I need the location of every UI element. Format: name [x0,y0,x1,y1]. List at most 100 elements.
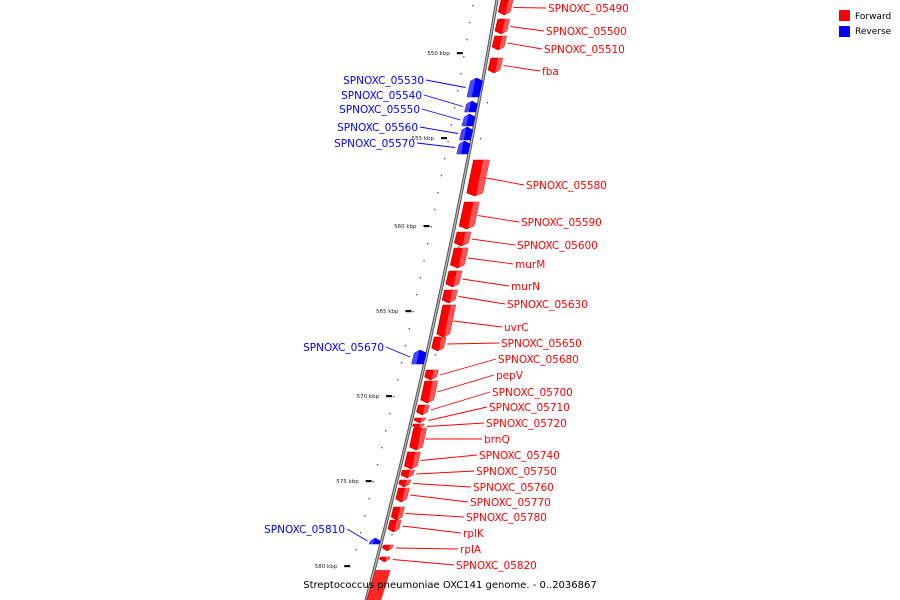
gene-spnoxc_05630[interactable] [441,289,458,304]
gene-spnoxc_05780[interactable] [390,506,405,521]
gene-label[interactable]: rplK [463,528,485,540]
leader-line [430,391,491,411]
leader-line [471,238,516,246]
gene-label[interactable]: SPNOXC_05650 [501,338,582,350]
major-tick [423,225,430,228]
gene-spnoxc_05770[interactable] [395,487,410,503]
legend-label-reverse: Reverse [855,27,892,37]
gene-spnoxc_05820[interactable] [378,556,391,563]
gene-spnoxc_05550[interactable] [461,113,476,127]
gene-label[interactable]: murN [511,281,540,293]
gene-rplk[interactable] [387,519,402,533]
minor-dot [427,243,429,245]
gene-spnoxc_05740[interactable] [404,451,421,470]
gene-spnoxc_05760[interactable] [398,479,412,488]
tick-label: 565 kbp [376,309,399,315]
gene-spnoxc_05560[interactable] [459,126,474,141]
tick-label: 570 kbp [357,394,380,400]
gene-label[interactable]: SPNOXC_05760 [473,482,554,494]
gene-brnq[interactable] [409,427,427,451]
gene-label[interactable]: fba [542,66,559,78]
leader-line [467,257,514,265]
gene-spnoxc_05570[interactable] [456,140,471,155]
gene-label[interactable]: pepV [496,370,524,382]
legend-label-forward: Forward [855,12,891,22]
gene-shade [431,370,439,379]
gene-shade [411,351,420,364]
gene-label[interactable]: SPNOXC_05670 [303,342,384,354]
gene-label[interactable]: SPNOXC_05710 [489,402,570,414]
minor-dot [397,379,399,381]
gene-spnoxc_05650[interactable] [431,336,447,352]
tick-label: 580 kbp [315,564,338,570]
gene-spnoxc_05510[interactable] [491,35,508,51]
gene-spnoxc_05680[interactable] [424,369,439,381]
tick-label: 555 kbp [412,136,435,142]
gene-label[interactable]: SPNOXC_05510 [544,44,625,56]
gene-spnoxc_05750[interactable] [400,469,415,479]
gene-spnoxc_05540[interactable] [464,100,478,113]
gene-label[interactable]: SPNOXC_05560 [337,122,418,134]
gene-label[interactable]: murM [515,259,545,271]
gene-shade [468,202,480,228]
leader-line [416,142,456,148]
gene-label[interactable]: SPNOXC_05680 [498,354,579,366]
gene-spnoxc_05600[interactable] [454,231,472,247]
gene-spnoxc_05810[interactable] [368,537,381,545]
gene-label[interactable]: SPNOXC_05810 [264,524,345,536]
gene-murm[interactable] [450,247,469,269]
gene-shade [417,428,427,449]
gene-label[interactable]: rplA [460,544,482,556]
gene-label[interactable]: SPNOXC_05590 [521,217,602,229]
gene-label[interactable]: SPNOXC_05740 [479,450,560,462]
gene-label[interactable]: SPNOXC_05570 [334,138,415,150]
gene-label[interactable]: SPNOXC_05600 [517,240,598,252]
gene-spnoxc_05670[interactable] [411,349,427,365]
major-tick [386,395,393,398]
gene-label[interactable]: SPNOXC_05500 [546,26,627,38]
gene-shade [462,232,471,245]
gene-label[interactable]: SPNOXC_05770 [470,497,551,509]
gene-spnoxc_05590[interactable] [458,201,480,230]
gene-label[interactable]: SPNOXC_05490 [548,3,629,15]
gene-spnoxc_05710[interactable] [413,417,427,424]
gene-label[interactable]: SPNOXC_05550 [339,104,420,116]
minor-dot [457,90,459,92]
gene-spnoxc_05530[interactable] [466,77,483,98]
gene-label[interactable]: SPNOXC_05780 [466,512,547,524]
gene-label[interactable]: SPNOXC_05580 [526,180,607,192]
gene-shade [408,470,415,477]
gene-label[interactable]: SPNOXC_05820 [456,560,537,572]
gene-label[interactable]: SPNOXC_05700 [492,387,573,399]
gene-fba[interactable] [487,57,504,74]
leader-line [385,346,411,358]
minor-dot [381,447,383,449]
gene-label[interactable]: SPNOXC_05540 [341,90,422,102]
minor-dot [372,481,374,483]
gene-spnoxc_05490[interactable] [497,0,514,16]
major-tick [441,137,447,140]
minor-dot [391,534,393,536]
gene-shade [495,58,503,72]
gene-label[interactable]: SPNOXC_05750 [476,466,557,478]
gene-spnoxc_05720[interactable] [412,423,425,430]
gene-label[interactable]: uvrC [504,322,529,334]
gene-arrow [366,570,391,600]
gene-uvrc[interactable] [436,304,457,338]
minor-dot [447,141,449,143]
leader-line [419,126,458,134]
gene-label[interactable]: brnQ [484,434,510,446]
gene-label[interactable]: SPNOXC_05530 [343,75,424,87]
gene-label[interactable]: SPNOXC_05630 [507,299,588,311]
major-tick [344,565,351,568]
gene-shade [402,488,410,501]
gene-spnoxc_05500[interactable] [494,18,511,35]
gene-murn[interactable] [445,270,463,288]
minor-dot [458,246,460,248]
gene-spnoxc_05580[interactable] [466,159,490,197]
gene-label[interactable]: SPNOXC_05720 [486,418,567,430]
gene-spnoxc_05700[interactable] [416,404,430,416]
gene-rpla[interactable] [381,544,394,552]
minor-dot [444,158,446,160]
gene-pepv[interactable] [420,380,439,404]
